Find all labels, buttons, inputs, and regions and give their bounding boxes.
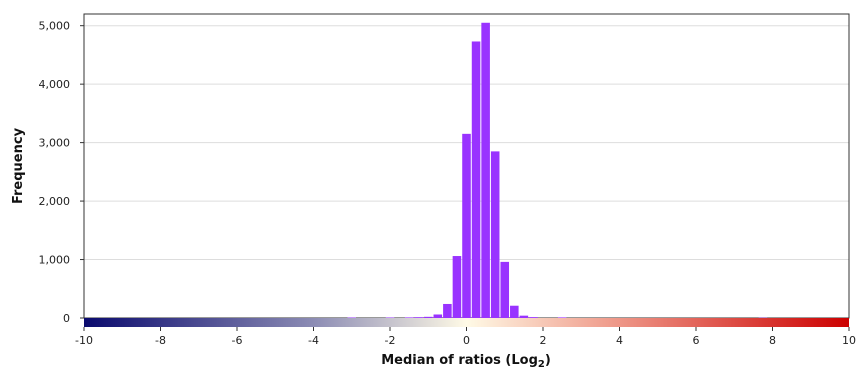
histogram-bar (510, 305, 519, 318)
colorbar (84, 318, 849, 327)
histogram-bar (452, 256, 462, 318)
x-tick-label: -6 (232, 334, 243, 347)
x-tick-label: 6 (693, 334, 700, 347)
histogram-bar (462, 133, 471, 318)
x-tick-label: 10 (842, 334, 856, 347)
x-tick-label: 0 (463, 334, 470, 347)
histogram-bar (471, 41, 481, 318)
y-tick-label: 3,000 (39, 137, 71, 150)
x-tick-label: 4 (616, 334, 623, 347)
histogram-bar (500, 261, 510, 318)
histogram-bar (490, 151, 500, 318)
y-tick-label: 0 (63, 312, 70, 325)
x-axis-title-main: Median of ratios (Log (381, 353, 538, 368)
x-tick-label: -2 (385, 334, 396, 347)
histogram-bar (557, 317, 567, 319)
x-tick-label: -10 (75, 334, 93, 347)
bars (347, 22, 768, 319)
y-axis-title: Frequency (11, 127, 26, 204)
x-tick-label: -4 (308, 334, 319, 347)
x-axis-title: Median of ratios (Log2) (381, 353, 551, 369)
histogram-bar (529, 317, 538, 318)
x-axis-title-close: ) (545, 353, 551, 368)
histogram-bar (347, 317, 357, 319)
histogram-bar (385, 317, 395, 319)
y-axis-ticks: 0 1,000 2,000 3,000 4,000 5,000 (39, 20, 84, 325)
y-tick-label: 1,000 (39, 254, 71, 267)
x-tick-label: -8 (155, 334, 166, 347)
x-axis-title-subscript: 2 (538, 359, 545, 369)
histogram-bar (481, 22, 490, 319)
x-axis-ticks: -10 -8 -6 -4 -2 0 2 4 6 8 10 (75, 327, 856, 347)
y-tick-label: 4,000 (39, 78, 71, 91)
histogram-bar (423, 316, 433, 318)
histogram-bar (414, 317, 423, 318)
x-tick-label: 8 (769, 334, 776, 347)
histogram-bar (404, 317, 414, 319)
histogram-bar (443, 303, 452, 318)
y-tick-label: 5,000 (39, 20, 71, 33)
y-tick-label: 2,000 (39, 195, 71, 208)
histogram-bar (433, 314, 443, 318)
histogram-bar (519, 315, 529, 318)
x-tick-label: 2 (540, 334, 547, 347)
